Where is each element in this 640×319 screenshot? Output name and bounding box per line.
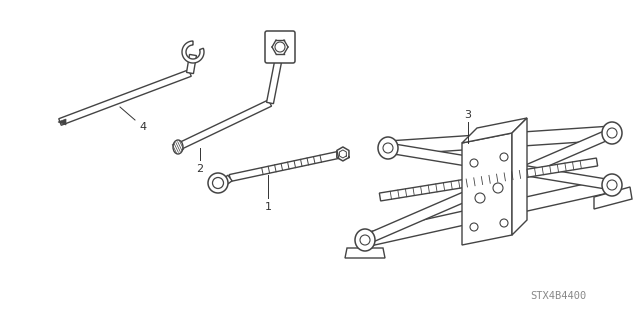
Polygon shape [59, 70, 191, 125]
Polygon shape [229, 152, 339, 182]
Circle shape [470, 223, 478, 231]
Polygon shape [182, 41, 204, 63]
Circle shape [500, 219, 508, 227]
Ellipse shape [173, 140, 183, 154]
Polygon shape [512, 118, 527, 235]
Polygon shape [387, 143, 613, 190]
Ellipse shape [355, 229, 375, 251]
Circle shape [208, 173, 228, 193]
Circle shape [500, 153, 508, 161]
Circle shape [360, 235, 370, 245]
Polygon shape [177, 100, 271, 150]
Circle shape [493, 183, 503, 193]
Polygon shape [345, 248, 385, 258]
Polygon shape [364, 178, 614, 247]
Circle shape [275, 42, 285, 52]
Text: 2: 2 [196, 164, 204, 174]
Ellipse shape [602, 174, 622, 196]
Circle shape [475, 193, 485, 203]
Circle shape [383, 143, 393, 153]
Text: STX4B4400: STX4B4400 [530, 291, 586, 301]
Circle shape [212, 177, 223, 189]
Circle shape [607, 180, 617, 190]
Ellipse shape [602, 122, 622, 144]
Polygon shape [594, 187, 632, 209]
FancyBboxPatch shape [265, 31, 295, 63]
Text: 1: 1 [264, 202, 271, 212]
Polygon shape [380, 158, 598, 201]
Polygon shape [267, 61, 282, 104]
Text: 4: 4 [140, 122, 147, 132]
Polygon shape [462, 118, 527, 143]
Polygon shape [224, 175, 232, 184]
Text: 3: 3 [465, 110, 472, 120]
Circle shape [470, 159, 478, 167]
Polygon shape [363, 129, 614, 245]
Circle shape [607, 128, 617, 138]
Polygon shape [186, 55, 196, 74]
Polygon shape [388, 126, 612, 155]
Ellipse shape [378, 137, 398, 159]
Polygon shape [58, 119, 66, 125]
Polygon shape [462, 133, 512, 245]
